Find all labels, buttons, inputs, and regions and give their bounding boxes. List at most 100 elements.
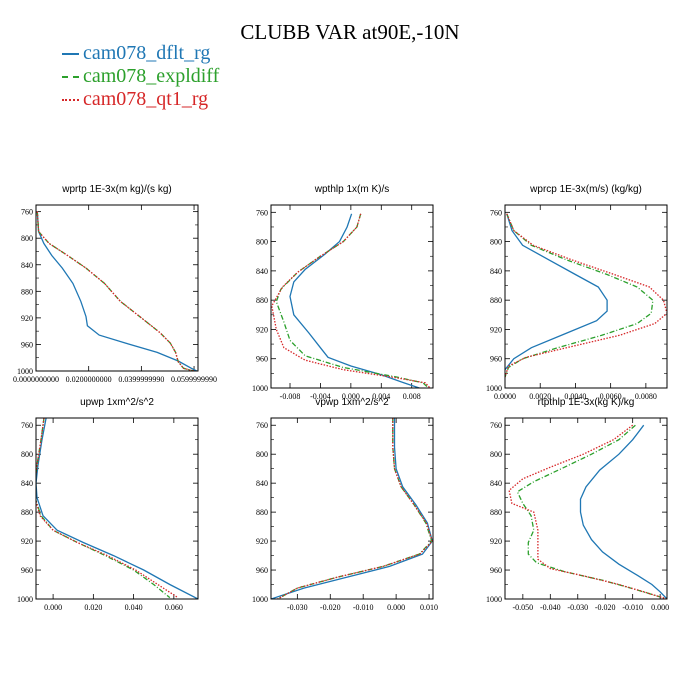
series-line [36, 211, 195, 371]
legend-label: cam078_dflt_rg [83, 42, 211, 64]
panel-title: rtpthlp 1E-3x(kg K)/kg [538, 397, 635, 408]
series-line [36, 418, 171, 599]
y-tick-label: 920 [490, 325, 502, 334]
panel-frame [270, 417, 434, 600]
y-tick-label: 760 [490, 421, 502, 430]
x-tick-label: -0.040 [540, 603, 561, 612]
x-tick-label: -0.010 [622, 603, 643, 612]
y-tick-label: 880 [256, 296, 268, 305]
y-tick-label: 960 [21, 566, 33, 575]
x-tick-label: 0.060 [165, 603, 183, 612]
x-tick-label: -0.050 [513, 603, 534, 612]
x-tick-label: -0.004 [310, 392, 331, 401]
y-tick-label: 800 [490, 450, 502, 459]
y-tick-label: 920 [256, 325, 268, 334]
panel: wpthlp 1x(m K)/s 760 800 840 880 920 960 1000 -0… [252, 184, 434, 401]
x-tick-label: -0.030 [287, 603, 308, 612]
series-line [36, 211, 197, 371]
y-tick-label: 760 [21, 208, 33, 217]
panel-title: wprtp 1E-3x(m kg)/(s kg) [61, 184, 171, 195]
legend-entry: cam078_dflt_rg [62, 42, 219, 65]
series-line [505, 213, 654, 378]
y-tick-label: 920 [21, 537, 33, 546]
panel-title: upwp 1xm^2/s^2 [80, 397, 154, 408]
y-tick-label: 1000 [486, 384, 502, 393]
x-tick-label: 0.000 [651, 603, 669, 612]
panel-frame [35, 204, 199, 372]
panel-title: wprcp 1E-3x(m/s) (kg/kg) [529, 184, 642, 195]
y-tick-label: 1000 [17, 367, 33, 376]
y-tick-label: 960 [490, 566, 502, 575]
series-line [505, 213, 667, 378]
x-tick-label: 0.0599999990 [171, 375, 217, 384]
figure-title: CLUBB VAR at90E,-10N [240, 20, 460, 44]
series-line [579, 424, 667, 599]
x-tick-label: 0.000 [44, 603, 62, 612]
y-tick-label: 840 [21, 261, 33, 270]
panel: wprcp 1E-3x(m/s) (kg/kg) 760 800 840 880 920 9… [486, 184, 668, 401]
y-tick-label: 960 [256, 566, 268, 575]
y-tick-label: 880 [490, 296, 502, 305]
series-line [36, 418, 198, 599]
panel-frame [35, 417, 199, 600]
legend: cam078_dflt_rg cam078_expldiff cam078_qt… [62, 42, 219, 111]
y-tick-label: 1000 [252, 595, 268, 604]
x-tick-label: 0.008 [403, 392, 421, 401]
x-tick-label: 0.040 [125, 603, 143, 612]
series-line [516, 424, 667, 599]
y-tick-label: 880 [21, 508, 33, 517]
y-tick-label: 800 [256, 450, 268, 459]
legend-label: cam078_qt1_rg [83, 88, 209, 110]
panel-frame [504, 417, 668, 600]
y-tick-label: 960 [256, 355, 268, 364]
x-tick-label: 0.000 [342, 392, 360, 401]
series-line [508, 424, 667, 599]
x-tick-label: -0.020 [595, 603, 616, 612]
x-tick-label: -0.008 [280, 392, 301, 401]
y-tick-label: 840 [256, 479, 268, 488]
panel: vpwp 1xm^2/s^2 760 800 840 880 920 960 1000 -0.0… [252, 397, 438, 612]
y-tick-label: 760 [256, 421, 268, 430]
x-tick-label: -0.010 [353, 603, 374, 612]
y-tick-label: 800 [256, 238, 268, 247]
series-line [271, 213, 431, 388]
x-tick-label: -0.030 [567, 603, 588, 612]
y-tick-label: 880 [21, 287, 33, 296]
y-tick-label: 1000 [252, 384, 268, 393]
x-tick-label: 0.0000000000 [13, 375, 59, 384]
x-tick-label: 0.000 [387, 603, 405, 612]
x-tick-label: 0.020 [84, 603, 102, 612]
y-tick-label: 880 [256, 508, 268, 517]
panel-title: wpthlp 1x(m K)/s [314, 184, 389, 195]
panel-frame [270, 204, 434, 389]
y-tick-label: 840 [490, 479, 502, 488]
y-tick-label: 920 [256, 537, 268, 546]
legend-label: cam078_expldiff [83, 65, 220, 87]
series-line [277, 418, 433, 599]
x-tick-label: 0.0200000000 [66, 375, 112, 384]
series-line [289, 213, 420, 388]
panel: upwp 1xm^2/s^2 760 800 840 880 920 960 1000 0.00… [17, 397, 199, 612]
y-tick-label: 840 [256, 267, 268, 276]
y-tick-label: 1000 [17, 595, 33, 604]
x-tick-label: 0.0060 [600, 392, 622, 401]
y-tick-label: 800 [490, 238, 502, 247]
series-line [271, 418, 433, 599]
legend-entry: cam078_expldiff [62, 65, 219, 88]
y-tick-label: 840 [21, 479, 33, 488]
panel-title: vpwp 1xm^2/s^2 [315, 397, 389, 408]
y-tick-label: 760 [21, 421, 33, 430]
y-tick-label: 920 [490, 537, 502, 546]
legend-swatch [62, 52, 79, 55]
legend-swatch [62, 98, 79, 101]
y-tick-label: 960 [490, 355, 502, 364]
series-line [505, 213, 608, 371]
x-tick-label: 0.004 [372, 392, 390, 401]
x-tick-label: 0.0080 [635, 392, 657, 401]
y-tick-label: 840 [490, 267, 502, 276]
x-tick-label: -0.020 [320, 603, 341, 612]
panel: rtpthlp 1E-3x(kg K)/kg 760 800 840 880 920 960… [486, 397, 669, 612]
legend-entry: cam078_qt1_rg [62, 88, 219, 111]
x-tick-label: 0.010 [420, 603, 438, 612]
